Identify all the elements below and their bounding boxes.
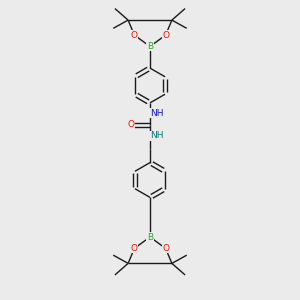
Text: NH: NH — [150, 131, 163, 140]
Text: B: B — [147, 232, 153, 242]
Text: NH: NH — [150, 109, 163, 118]
Text: O: O — [128, 120, 135, 129]
Text: O: O — [162, 31, 169, 40]
Text: O: O — [131, 31, 138, 40]
Text: O: O — [162, 244, 169, 253]
Text: O: O — [131, 244, 138, 253]
Text: B: B — [147, 42, 153, 51]
